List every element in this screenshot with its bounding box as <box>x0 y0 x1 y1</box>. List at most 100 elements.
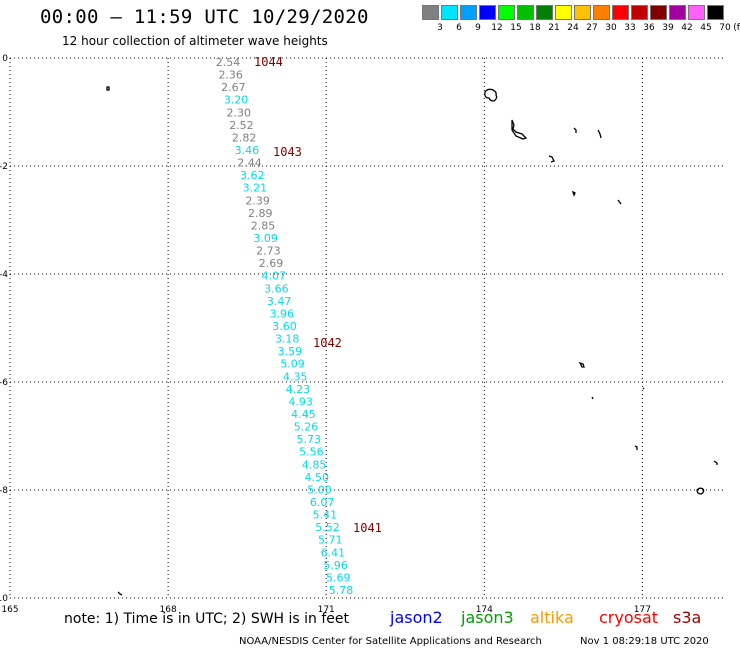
legend-swatch <box>574 5 591 20</box>
wave-height-label: 5.52 <box>315 521 340 534</box>
wave-height-label: 5.00 <box>307 483 332 496</box>
wave-height-label: 5.41 <box>313 509 338 522</box>
sat-altika-label: altika <box>530 608 574 627</box>
y-tick-label: -2 <box>0 162 8 172</box>
wave-height-label: 4.50 <box>305 471 330 484</box>
wave-height-label: 5.69 <box>326 571 351 584</box>
wave-height-label: 2.52 <box>229 119 254 132</box>
wave-height-label: 2.67 <box>221 81 246 94</box>
wave-height-label: 3.47 <box>267 295 292 308</box>
island <box>642 387 645 390</box>
pass-number-label: 1044 <box>254 55 283 69</box>
x-tick-label: 165 <box>1 605 18 615</box>
island <box>117 591 123 596</box>
legend-label: 18 <box>529 23 541 33</box>
wave-height-label: 5.71 <box>318 534 343 547</box>
island <box>511 119 528 140</box>
legend-swatch <box>536 5 553 20</box>
legend-label: 33 <box>624 23 636 33</box>
legend-label: 15 <box>510 23 522 33</box>
wave-height-label: 5.09 <box>280 358 305 371</box>
page-subtitle: 12 hour collection of altimeter wave hei… <box>62 34 328 48</box>
island <box>571 190 576 197</box>
x-tick-label: 177 <box>634 605 651 615</box>
legend-swatch <box>422 5 439 20</box>
island <box>713 460 718 465</box>
legend-label: 39 <box>662 23 674 33</box>
page-title: 00:00 – 11:59 UTC 10/29/2020 <box>40 6 369 28</box>
sat-s3a-label: s3a <box>673 608 702 627</box>
legend-swatch <box>460 5 477 20</box>
wave-height-label: 4.85 <box>302 458 327 471</box>
wave-height-label: 4.35 <box>283 370 308 383</box>
wave-height-label: 3.21 <box>243 182 268 195</box>
legend-swatch <box>479 5 496 20</box>
x-tick-label: 168 <box>160 605 177 615</box>
wave-height-label: 2.82 <box>232 131 257 144</box>
island <box>573 127 577 133</box>
wave-height-label: 2.85 <box>251 219 276 232</box>
footer-timestamp: Nov 1 08:29:18 UTC 2020 <box>580 636 709 647</box>
legend-swatch <box>555 5 572 20</box>
wave-height-label: 4.93 <box>288 395 313 408</box>
pass-labels: 1044 1043 1042 1041 <box>254 55 382 535</box>
legend-label: 36 <box>643 23 655 33</box>
wave-height-label: 3.20 <box>224 94 249 107</box>
wave-height-label: 4.07 <box>261 270 286 283</box>
legend-swatch <box>707 5 724 20</box>
island <box>597 129 602 139</box>
wave-height-label: 2.69 <box>259 257 284 270</box>
wave-height-label: 4.45 <box>291 408 316 421</box>
y-tick-label: 0 <box>2 54 8 64</box>
wave-height-label: 5.78 <box>329 584 354 597</box>
legend-label: 27 <box>586 23 598 33</box>
legend-label: 24 <box>567 23 579 33</box>
legend-swatch <box>593 5 610 20</box>
sat-jason2-label: jason2 <box>390 608 443 627</box>
wave-height-label: 2.54 <box>216 56 241 69</box>
legend-swatch <box>612 5 629 20</box>
wave-height-label: 2.89 <box>248 207 273 220</box>
wave-height-label: 2.36 <box>218 69 243 82</box>
wave-height-label: 6.07 <box>310 496 335 509</box>
wave-height-label: 5.56 <box>299 446 324 459</box>
pass-number-label: 1043 <box>273 145 302 159</box>
wave-height-label: 3.09 <box>253 232 278 245</box>
x-tick-label: 171 <box>318 605 335 615</box>
legend-swatch <box>441 5 458 20</box>
wave-height-label: 2.44 <box>237 157 262 170</box>
y-tick-label: -6 <box>0 378 8 388</box>
note-text: note: 1) Time is in UTC; 2) SWH is in fe… <box>64 611 350 627</box>
pass-number-label: 1041 <box>353 521 382 535</box>
wave-height-label: 5.73 <box>296 433 321 446</box>
satellite-track: 2.542.362.673.202.302.522.823.462.443.62… <box>216 56 354 597</box>
sat-jason3-label: jason3 <box>461 608 514 627</box>
legend-label: 6 <box>456 23 462 33</box>
wave-height-label: 5.96 <box>323 559 348 572</box>
legend-label: 9 <box>475 23 481 33</box>
legend-swatch <box>517 5 534 20</box>
island <box>696 487 705 495</box>
island <box>578 361 585 368</box>
wave-height-label: 6.41 <box>321 546 346 559</box>
y-tick-label: -8 <box>0 486 8 496</box>
island <box>484 88 498 102</box>
island-outlines <box>106 86 718 596</box>
legend-label: 42 <box>681 23 693 33</box>
legend-swatch <box>498 5 515 20</box>
wave-height-label: 2.39 <box>245 194 270 207</box>
legend-swatch <box>688 5 705 20</box>
island <box>106 86 110 91</box>
island <box>591 396 594 400</box>
sat-cryosat-label: cryosat <box>599 608 659 627</box>
wave-height-label: 3.60 <box>272 320 297 333</box>
legend-label: 3 <box>437 23 443 33</box>
wave-height-label: 5.26 <box>294 421 319 434</box>
y-tick-label: -4 <box>0 270 8 280</box>
wave-height-label: 3.96 <box>270 307 295 320</box>
wave-height-label: 3.46 <box>235 144 260 157</box>
wave-height-label: 2.73 <box>256 245 281 258</box>
wave-height-label: 4.23 <box>286 383 311 396</box>
island <box>548 155 555 163</box>
